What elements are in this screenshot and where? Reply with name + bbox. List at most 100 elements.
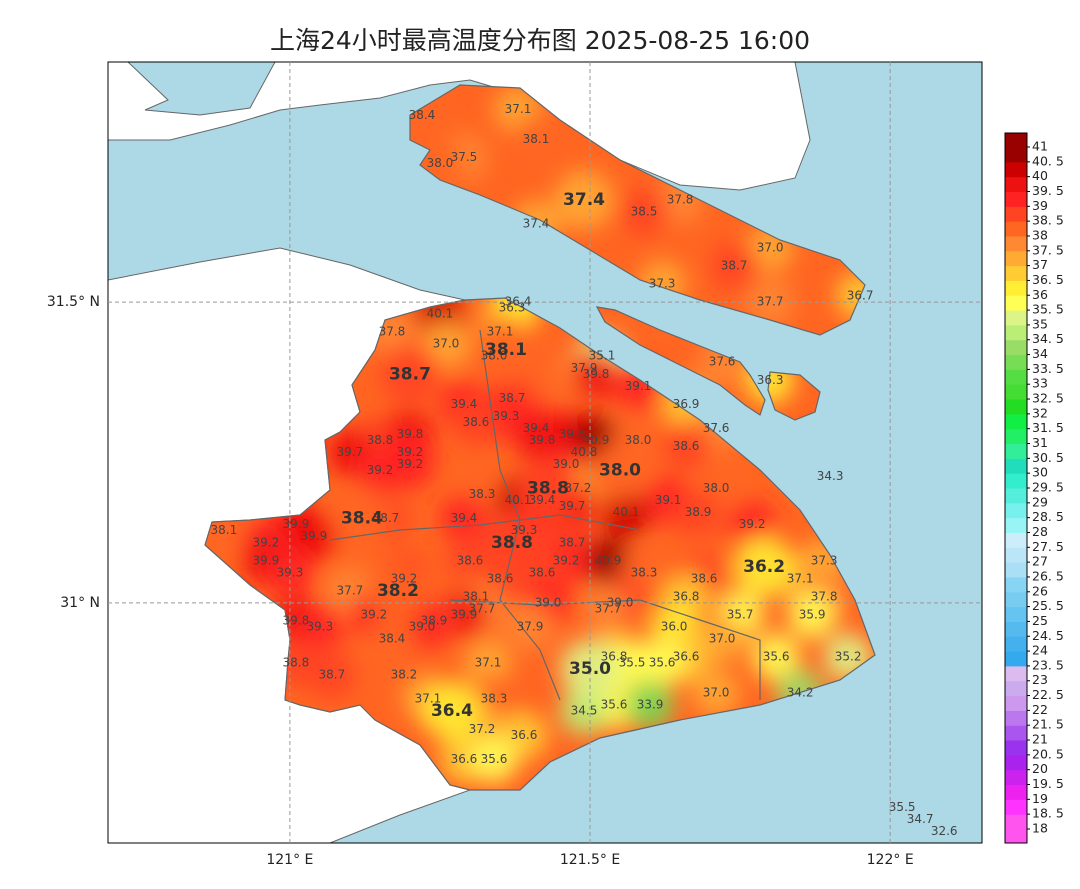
colorbar-bin bbox=[1005, 384, 1027, 400]
station-label: 32.6 bbox=[931, 824, 958, 838]
temperature-blob bbox=[626, 681, 675, 730]
colorbar-bin bbox=[1005, 651, 1027, 667]
colorbar-bin bbox=[1005, 280, 1027, 296]
station-label: 39.8 bbox=[283, 613, 310, 627]
colorbar-label: 29 bbox=[1032, 494, 1048, 509]
colorbar-bin bbox=[1005, 665, 1027, 682]
station-label: 38.6 bbox=[457, 553, 484, 567]
station-label: 38.3 bbox=[631, 565, 658, 579]
station-label: 39.9 bbox=[283, 517, 310, 531]
station-label: 36.9 bbox=[673, 397, 700, 411]
colorbar-bin bbox=[1005, 191, 1027, 207]
colorbar-bin bbox=[1005, 547, 1027, 563]
colorbar-label: 24 bbox=[1032, 643, 1048, 658]
colorbar-label: 36 bbox=[1032, 287, 1048, 302]
temperature-blob bbox=[662, 422, 711, 471]
district-label: 38.1 bbox=[485, 340, 527, 360]
colorbar-label: 22. 5 bbox=[1032, 687, 1064, 702]
station-label: 39.2 bbox=[361, 607, 388, 621]
colorbar-label: 39 bbox=[1032, 198, 1048, 213]
station-label: 35.6 bbox=[601, 698, 628, 712]
colorbar-label: 29. 5 bbox=[1032, 480, 1064, 495]
colorbar-label: 37 bbox=[1032, 257, 1048, 272]
station-label: 38.7 bbox=[319, 668, 346, 682]
station-label: 39.0 bbox=[553, 457, 580, 471]
colorbar-bin bbox=[1005, 250, 1027, 267]
station-label: 39.2 bbox=[391, 571, 418, 585]
colorbar-label: 20 bbox=[1032, 761, 1048, 776]
colorbar-bin bbox=[1005, 324, 1027, 341]
station-label: 39.4 bbox=[451, 397, 478, 411]
colorbar-label: 35 bbox=[1032, 316, 1048, 331]
station-label: 37.1 bbox=[415, 692, 442, 706]
temperature-blob bbox=[692, 669, 741, 718]
station-label: 37.1 bbox=[787, 571, 814, 585]
station-label: 37.1 bbox=[475, 656, 502, 670]
temperature-blob bbox=[620, 187, 669, 236]
temperature-blob bbox=[265, 548, 314, 597]
x-tick-label: 122° E bbox=[867, 852, 914, 868]
colorbar-label: 35. 5 bbox=[1032, 302, 1064, 317]
station-label: 37.6 bbox=[709, 355, 736, 369]
station-label: 36.6 bbox=[673, 650, 700, 664]
colorbar-label: 31. 5 bbox=[1032, 420, 1064, 435]
temperature-blob bbox=[367, 615, 416, 664]
temperature-blob bbox=[421, 681, 482, 742]
station-label: 37.9 bbox=[517, 619, 544, 633]
colorbar-label: 24. 5 bbox=[1032, 628, 1064, 643]
temperature-blob bbox=[475, 320, 536, 381]
district-border bbox=[329, 514, 641, 541]
station-label: 36.7 bbox=[847, 289, 874, 303]
station-label: 36.4 bbox=[505, 295, 532, 309]
temperature-blob bbox=[590, 440, 651, 501]
colorbar-label: 21. 5 bbox=[1032, 717, 1064, 732]
temperature-blob bbox=[560, 639, 621, 700]
colorbar-bin bbox=[1005, 725, 1027, 741]
temperature-blob bbox=[752, 633, 801, 682]
station-label: 38.6 bbox=[529, 565, 556, 579]
colorbar-bin bbox=[1005, 621, 1027, 637]
x-tick-label: 121° E bbox=[266, 852, 313, 868]
temperature-blob bbox=[355, 446, 404, 495]
colorbar-label: 34. 5 bbox=[1032, 331, 1064, 346]
district-label: 36.2 bbox=[743, 557, 785, 577]
station-label: 38.0 bbox=[625, 433, 652, 447]
colorbar-bin bbox=[1005, 562, 1027, 578]
temperature-blob bbox=[572, 350, 621, 399]
station-label: 38.4 bbox=[379, 632, 406, 646]
station-label: 38.7 bbox=[721, 258, 748, 272]
station-label: 39.1 bbox=[625, 379, 652, 393]
district-label: 38.7 bbox=[389, 364, 431, 384]
colorbar-bin bbox=[1005, 265, 1027, 281]
station-label: 38.1 bbox=[523, 132, 550, 146]
colorbar-label: 41 bbox=[1032, 139, 1048, 154]
colorbar-bin bbox=[1005, 295, 1027, 311]
colorbar-label: 36. 5 bbox=[1032, 272, 1064, 287]
station-label: 39.1 bbox=[655, 493, 682, 507]
temperature-blob bbox=[421, 320, 470, 369]
colorbar-bin bbox=[1005, 443, 1027, 459]
station-label: 39.8 bbox=[397, 427, 424, 441]
colorbar-bin bbox=[1005, 221, 1027, 237]
colorbar-bin bbox=[1005, 488, 1027, 504]
x-tick-label: 121.5° E bbox=[560, 852, 620, 868]
colorbar-bin bbox=[1005, 606, 1027, 622]
colorbar-bin bbox=[1005, 784, 1027, 800]
station-label: 40.9 bbox=[595, 553, 622, 567]
colorbar-bin bbox=[1005, 799, 1027, 815]
station-label: 37.1 bbox=[487, 325, 514, 339]
temperature-blob bbox=[560, 687, 609, 736]
station-label: 37.7 bbox=[469, 601, 496, 615]
colorbar-bin bbox=[1005, 754, 1027, 771]
temperature-blob bbox=[554, 169, 615, 230]
station-label: 37.2 bbox=[565, 481, 592, 495]
station-label: 38.0 bbox=[703, 481, 730, 495]
colorbar-label: 32 bbox=[1032, 405, 1048, 420]
station-label: 38.6 bbox=[673, 439, 700, 453]
colorbar-bin bbox=[1005, 206, 1027, 222]
colorbar-bin bbox=[1005, 354, 1027, 370]
station-label: 38.1 bbox=[210, 523, 237, 537]
colorbar-bin bbox=[1005, 133, 1027, 163]
station-label: 39.7 bbox=[559, 499, 586, 513]
